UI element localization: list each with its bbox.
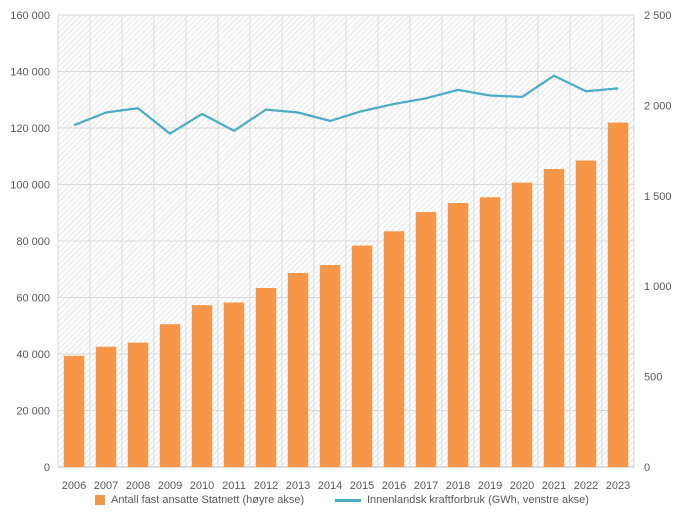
x-tick-label: 2023 xyxy=(606,480,630,492)
bar xyxy=(351,245,373,467)
x-tick-label: 2022 xyxy=(574,480,598,492)
legend-item-bar: Antall fast ansatte Statnett (høyre akse… xyxy=(95,494,304,506)
right-tick-label: 500 xyxy=(644,372,662,384)
bar xyxy=(191,305,213,467)
left-tick-label: 140 000 xyxy=(10,67,50,79)
left-tick-label: 20 000 xyxy=(16,406,50,418)
x-tick-label: 2018 xyxy=(446,480,470,492)
x-tick-label: 2017 xyxy=(414,480,438,492)
legend-item-line: Innenlandsk kraftforbruk (GWh, venstre a… xyxy=(335,494,589,506)
left-tick-label: 100 000 xyxy=(10,180,50,192)
left-tick-label: 80 000 xyxy=(16,236,50,248)
bar xyxy=(127,342,149,467)
bar xyxy=(95,346,117,467)
x-tick-label: 2013 xyxy=(286,480,310,492)
legend-line-swatch xyxy=(335,498,361,502)
bar xyxy=(607,122,629,468)
left-tick-label: 160 000 xyxy=(10,10,50,22)
line-series xyxy=(73,74,619,135)
left-tick-label: 40 000 xyxy=(16,349,50,361)
bar xyxy=(447,203,469,468)
x-tick-label: 2007 xyxy=(94,480,118,492)
x-tick-label: 2010 xyxy=(190,480,214,492)
legend: Antall fast ansatte Statnett (høyre akse… xyxy=(0,494,680,518)
left-tick-label: 0 xyxy=(44,462,50,474)
right-tick-label: 0 xyxy=(644,462,650,474)
x-tick-label: 2014 xyxy=(318,480,342,492)
legend-line-label: Innenlandsk kraftforbruk (GWh, venstre a… xyxy=(367,494,589,506)
bar xyxy=(511,182,533,467)
x-tick-label: 2008 xyxy=(126,480,150,492)
x-tick-label: 2009 xyxy=(158,480,182,492)
bar xyxy=(159,324,181,467)
x-tick-label: 2006 xyxy=(62,480,86,492)
x-tick-label: 2021 xyxy=(542,480,566,492)
x-tick-label: 2016 xyxy=(382,480,406,492)
x-tick-label: 2012 xyxy=(254,480,278,492)
legend-bar-swatch xyxy=(95,495,105,505)
x-tick-label: 2019 xyxy=(478,480,502,492)
bar xyxy=(383,231,405,467)
chart-svg: 0 20 000 40 000 60 000 80 000 100 000 120 000 1… xyxy=(10,10,672,492)
legend-bar-label: Antall fast ansatte Statnett (høyre akse… xyxy=(111,494,305,506)
right-tick-label: 1 500 xyxy=(644,191,672,203)
bar xyxy=(319,265,341,467)
left-tick-label: 60 000 xyxy=(16,293,50,305)
bar xyxy=(255,288,277,467)
bar xyxy=(479,197,501,467)
right-tick-label: 1 000 xyxy=(644,281,672,293)
x-tick-label: 2011 xyxy=(222,480,246,492)
x-tick-label: 2020 xyxy=(510,480,534,492)
bar xyxy=(287,273,309,467)
bar xyxy=(63,355,85,467)
right-tick-label: 2 500 xyxy=(644,10,672,22)
bar xyxy=(415,212,437,467)
left-tick-label: 120 000 xyxy=(10,123,50,135)
bar xyxy=(543,169,565,467)
x-tick-label: 2015 xyxy=(350,480,374,492)
bar xyxy=(223,302,245,467)
right-tick-label: 2 000 xyxy=(644,100,672,112)
bar xyxy=(575,160,597,467)
